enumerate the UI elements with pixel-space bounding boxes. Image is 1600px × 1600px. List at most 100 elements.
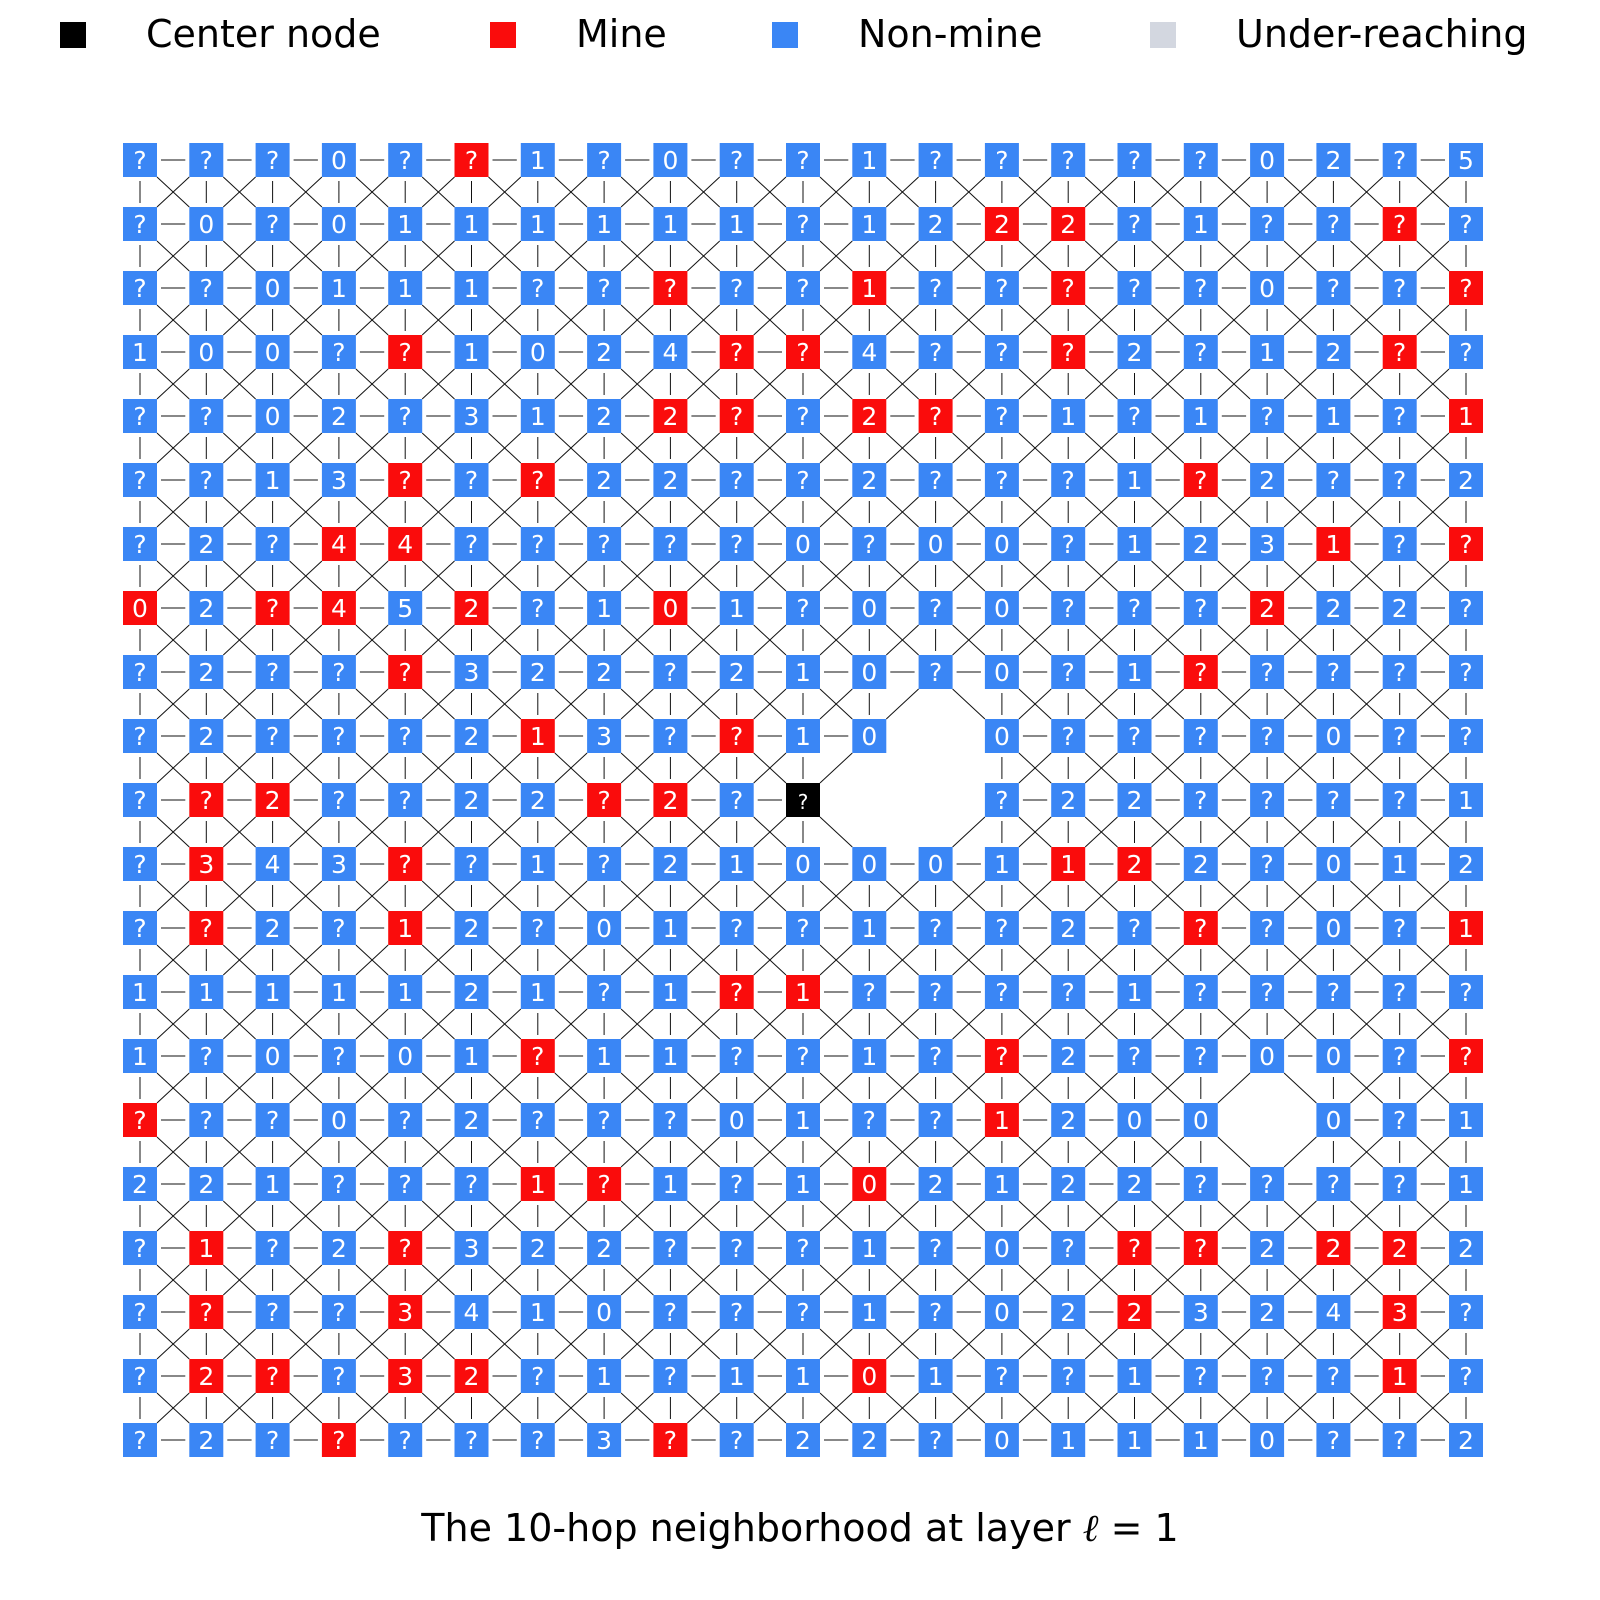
node-label: ? xyxy=(664,530,677,559)
node-mine: 2 xyxy=(852,399,887,433)
node-label: ? xyxy=(730,1298,743,1327)
edge-diagonal xyxy=(753,1200,787,1232)
node-box xyxy=(1316,1295,1351,1329)
node-label: 2 xyxy=(1458,466,1474,495)
edge-diagonal xyxy=(1350,752,1384,784)
node-box xyxy=(1382,335,1417,369)
node-nonmine: 2 xyxy=(1183,847,1218,881)
node-nonmine: ? xyxy=(1183,591,1218,625)
node-box xyxy=(1183,1423,1218,1457)
edge-diagonal xyxy=(1416,816,1450,848)
node-box xyxy=(1316,1359,1351,1393)
edge-diagonal xyxy=(1350,240,1384,272)
node-nonmine: ? xyxy=(786,207,820,241)
node-box xyxy=(1382,271,1417,305)
node-mine: 2 xyxy=(454,591,489,625)
legend-label-nonmine: Non-mine xyxy=(858,12,1043,56)
edge-diagonal xyxy=(421,1200,455,1232)
node-label: 2 xyxy=(464,1106,480,1135)
node-nonmine: ? xyxy=(1117,719,1152,753)
edge-diagonal xyxy=(1350,1264,1384,1296)
node-label: 1 xyxy=(530,210,546,239)
node-label: ? xyxy=(796,1234,809,1263)
node-box xyxy=(321,335,356,369)
edge-diagonal xyxy=(289,304,323,336)
edge-diagonal xyxy=(355,496,389,528)
node-label: 0 xyxy=(265,274,281,303)
edge-diagonal xyxy=(1416,1008,1450,1040)
node-box xyxy=(1250,335,1285,369)
node-label: 3 xyxy=(596,722,612,751)
node-box xyxy=(1117,847,1152,881)
node-label: 1 xyxy=(596,210,612,239)
node-label: ? xyxy=(597,274,610,303)
node-box xyxy=(1449,719,1483,753)
neighborhood-graph: ??? 0?? 1? 0?? 1????? 0 2? 5? 0? 0 1 1 1 1 1 1? 1 2 2 2? 1??… xyxy=(123,143,1483,1457)
node-box xyxy=(984,1167,1019,1201)
node-box xyxy=(1250,1423,1285,1457)
node-box xyxy=(520,911,555,945)
node-label: ? xyxy=(863,530,876,559)
node-box xyxy=(587,207,622,241)
node-nonmine: ? xyxy=(321,1295,356,1329)
node-nonmine: ? xyxy=(321,1359,356,1393)
node-label: ? xyxy=(399,402,412,431)
node-label: ? xyxy=(1128,402,1141,431)
edge-diagonal xyxy=(620,1072,654,1104)
node-label: 1 xyxy=(662,1042,678,1071)
node-label: 2 xyxy=(1259,466,1275,495)
node-mine: 0 xyxy=(852,1167,887,1201)
node-label: 4 xyxy=(1325,1298,1341,1327)
node-nonmine: ? xyxy=(123,847,157,881)
node-box xyxy=(454,1167,489,1201)
node-label: ? xyxy=(1393,1106,1406,1135)
node-box xyxy=(1382,783,1417,817)
node-nonmine: 2 xyxy=(1250,1231,1285,1265)
node-label: 1 xyxy=(1127,1362,1143,1391)
edge-diagonal xyxy=(1018,368,1052,400)
edge-diagonal xyxy=(1283,240,1317,272)
node-label: ? xyxy=(1393,210,1406,239)
node-nonmine: ? xyxy=(321,1039,356,1073)
edge-diagonal xyxy=(753,624,787,656)
node-label: ? xyxy=(332,786,345,815)
edge-diagonal xyxy=(1018,1136,1052,1168)
edge-diagonal xyxy=(488,1264,522,1296)
node-label: 2 xyxy=(265,786,281,815)
node-label: 2 xyxy=(1259,594,1275,623)
node-label: ? xyxy=(266,658,279,687)
node-box xyxy=(388,719,423,753)
node-nonmine: ? xyxy=(1117,207,1152,241)
node-label: 2 xyxy=(861,466,877,495)
node-label: ? xyxy=(1260,210,1273,239)
node-label: ? xyxy=(1062,338,1075,367)
node-label: ? xyxy=(1260,722,1273,751)
edge-diagonal xyxy=(1283,816,1317,848)
node-label: ? xyxy=(200,914,213,943)
node-box xyxy=(189,975,224,1009)
node-label: 1 xyxy=(662,210,678,239)
node-box xyxy=(1316,655,1351,689)
node-label: ? xyxy=(1194,338,1207,367)
node-box xyxy=(1316,1423,1351,1457)
edge-diagonal xyxy=(952,1392,986,1424)
node-box xyxy=(653,1423,688,1457)
node-box xyxy=(388,1231,423,1265)
node-box xyxy=(653,783,688,817)
node-nonmine: ? xyxy=(918,1103,953,1137)
node-label: 2 xyxy=(464,978,480,1007)
edge-diagonal xyxy=(620,240,654,272)
node-box xyxy=(454,975,489,1009)
node-nonmine: ? xyxy=(520,591,555,625)
edge-diagonal xyxy=(952,560,986,592)
edge-diagonal xyxy=(1217,1200,1251,1232)
node-label: ? xyxy=(730,146,743,175)
node-mine: ? xyxy=(123,1103,157,1137)
edge-diagonal xyxy=(289,368,323,400)
node-nonmine: 2 xyxy=(918,207,953,241)
node-box xyxy=(1449,335,1483,369)
node-box xyxy=(321,1423,356,1457)
node-label: 3 xyxy=(1392,1298,1408,1327)
node-nonmine: ? xyxy=(1183,1359,1218,1393)
node-nonmine: ? xyxy=(189,463,224,497)
